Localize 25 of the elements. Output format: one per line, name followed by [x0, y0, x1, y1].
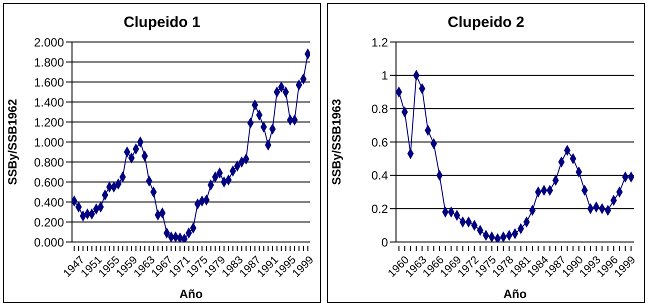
y-tick-label: 0 — [381, 235, 388, 250]
chart-title: Clupeido 2 — [446, 14, 526, 33]
y-tick-label: 0.400 — [34, 195, 64, 210]
y-tick-label: 0.8 — [371, 102, 388, 116]
y-tick-label: 1.2 — [371, 35, 388, 50]
y-tick-label: 1.800 — [34, 55, 64, 70]
y-tick-label: 0.6 — [371, 135, 388, 150]
y-tick-label: 0.600 — [34, 175, 64, 190]
x-axis-title: Año — [179, 287, 203, 301]
y-tick-label: 0.800 — [34, 155, 64, 170]
y-tick-label: 2.000 — [34, 35, 64, 50]
y-tick-label: 0.200 — [34, 215, 64, 230]
y-axis-title: SSBy/SSB1962 — [5, 98, 20, 186]
x-axis-title: Año — [503, 287, 527, 301]
y-tick-label: 1.000 — [34, 135, 64, 150]
y-tick-label: 1.200 — [34, 115, 64, 130]
y-tick-label: 1 — [381, 68, 388, 83]
y-tick-label: 0.000 — [34, 235, 64, 250]
chart-title: Clupeido 1 — [122, 14, 202, 33]
y-tick-label: 0.2 — [371, 202, 388, 216]
y-axis-title: SSBy/SSB1963 — [329, 98, 344, 186]
y-tick-label: 1.600 — [34, 75, 64, 90]
point — [176, 232, 184, 242]
y-tick-label: 0.4 — [371, 168, 388, 183]
y-tick-label: 1.400 — [34, 95, 64, 110]
